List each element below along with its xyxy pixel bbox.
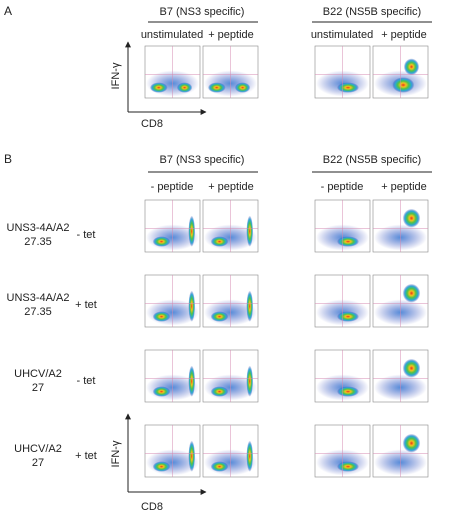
- x-axis-label: CD8: [141, 118, 163, 130]
- treatment: + tet: [75, 299, 97, 311]
- cell-density: [152, 236, 171, 247]
- cell-density: [210, 461, 229, 472]
- group-title: B7 (NS3 specific): [160, 6, 245, 18]
- cell-density: [210, 386, 229, 397]
- cell-density: [188, 440, 196, 472]
- condition: + peptide: [381, 181, 427, 193]
- cell-density: [337, 461, 359, 472]
- cell-density: [188, 365, 196, 397]
- condition: + peptide: [208, 29, 254, 41]
- row-label: UNS3-4A/A2: [7, 292, 70, 304]
- facs-plot: [314, 349, 371, 403]
- condition: unstimulated: [141, 29, 203, 41]
- facs-plot: [202, 349, 259, 403]
- facs-plot: [372, 349, 429, 403]
- cell-density: [402, 358, 421, 378]
- cell-density: [246, 440, 254, 472]
- cell-density: [392, 77, 415, 93]
- facs-plot: [202, 424, 259, 478]
- plots: [144, 45, 429, 478]
- facs-plot: [372, 199, 429, 253]
- facs-plot: [372, 424, 429, 478]
- condition: - peptide: [321, 181, 364, 193]
- cell-density: [337, 236, 359, 247]
- row-label: 27.35: [24, 306, 52, 318]
- facs-plot: [202, 199, 259, 253]
- panel-label: B: [4, 152, 12, 166]
- y-axis-label: IFN-γ: [110, 440, 122, 467]
- row-label: UNS3-4A/A2: [7, 222, 70, 234]
- group-title: B22 (NS5B specific): [323, 154, 421, 166]
- cell-density: [207, 82, 226, 93]
- cell-density: [210, 236, 229, 247]
- cell-density: [188, 290, 196, 322]
- facs-plot: [144, 349, 201, 403]
- group-title: B22 (NS5B specific): [323, 6, 421, 18]
- cell-density: [149, 82, 168, 93]
- y-axis-label: IFN-γ: [110, 62, 122, 89]
- row-label: UHCV/A2: [14, 443, 62, 455]
- condition: - peptide: [151, 181, 194, 193]
- cell-density: [152, 386, 171, 397]
- treatment: - tet: [77, 229, 96, 241]
- row-label: 27: [32, 457, 44, 469]
- cell-density: [188, 215, 196, 247]
- cell-density: [246, 365, 254, 397]
- group-title: B7 (NS3 specific): [160, 154, 245, 166]
- facs-plot: [202, 45, 259, 99]
- facs-plot: [314, 274, 371, 328]
- treatment: - tet: [77, 375, 96, 387]
- cell-density: [402, 283, 421, 303]
- condition: + peptide: [381, 29, 427, 41]
- row-label: 27.35: [24, 236, 52, 248]
- cell-density: [403, 58, 420, 76]
- condition: + peptide: [208, 181, 254, 193]
- facs-plot: [372, 45, 429, 99]
- facs-plot: [144, 274, 201, 328]
- treatment: + tet: [75, 450, 97, 462]
- facs-plot: [314, 45, 371, 99]
- row-label: 27: [32, 382, 44, 394]
- facs-plot: [144, 199, 201, 253]
- facs-plot: [202, 274, 259, 328]
- facs-plot: [314, 199, 371, 253]
- row-label: UHCV/A2: [14, 368, 62, 380]
- cell-density: [152, 311, 171, 322]
- cell-density: [337, 82, 359, 93]
- cell-density: [402, 208, 421, 228]
- facs-plot: [314, 424, 371, 478]
- cell-density: [246, 290, 254, 322]
- cell-density: [152, 461, 171, 472]
- cell-density: [337, 386, 359, 397]
- condition: unstimulated: [311, 29, 373, 41]
- cell-density: [402, 433, 421, 453]
- cell-density: [337, 311, 359, 322]
- cell-density: [246, 215, 254, 247]
- cell-density: [234, 82, 251, 93]
- facs-plot: [144, 45, 201, 99]
- x-axis-label: CD8: [141, 501, 163, 513]
- panel-label: A: [4, 4, 12, 18]
- facs-plot: [372, 274, 429, 328]
- cell-density: [210, 311, 229, 322]
- facs-plot: [144, 424, 201, 478]
- cell-density: [176, 82, 193, 93]
